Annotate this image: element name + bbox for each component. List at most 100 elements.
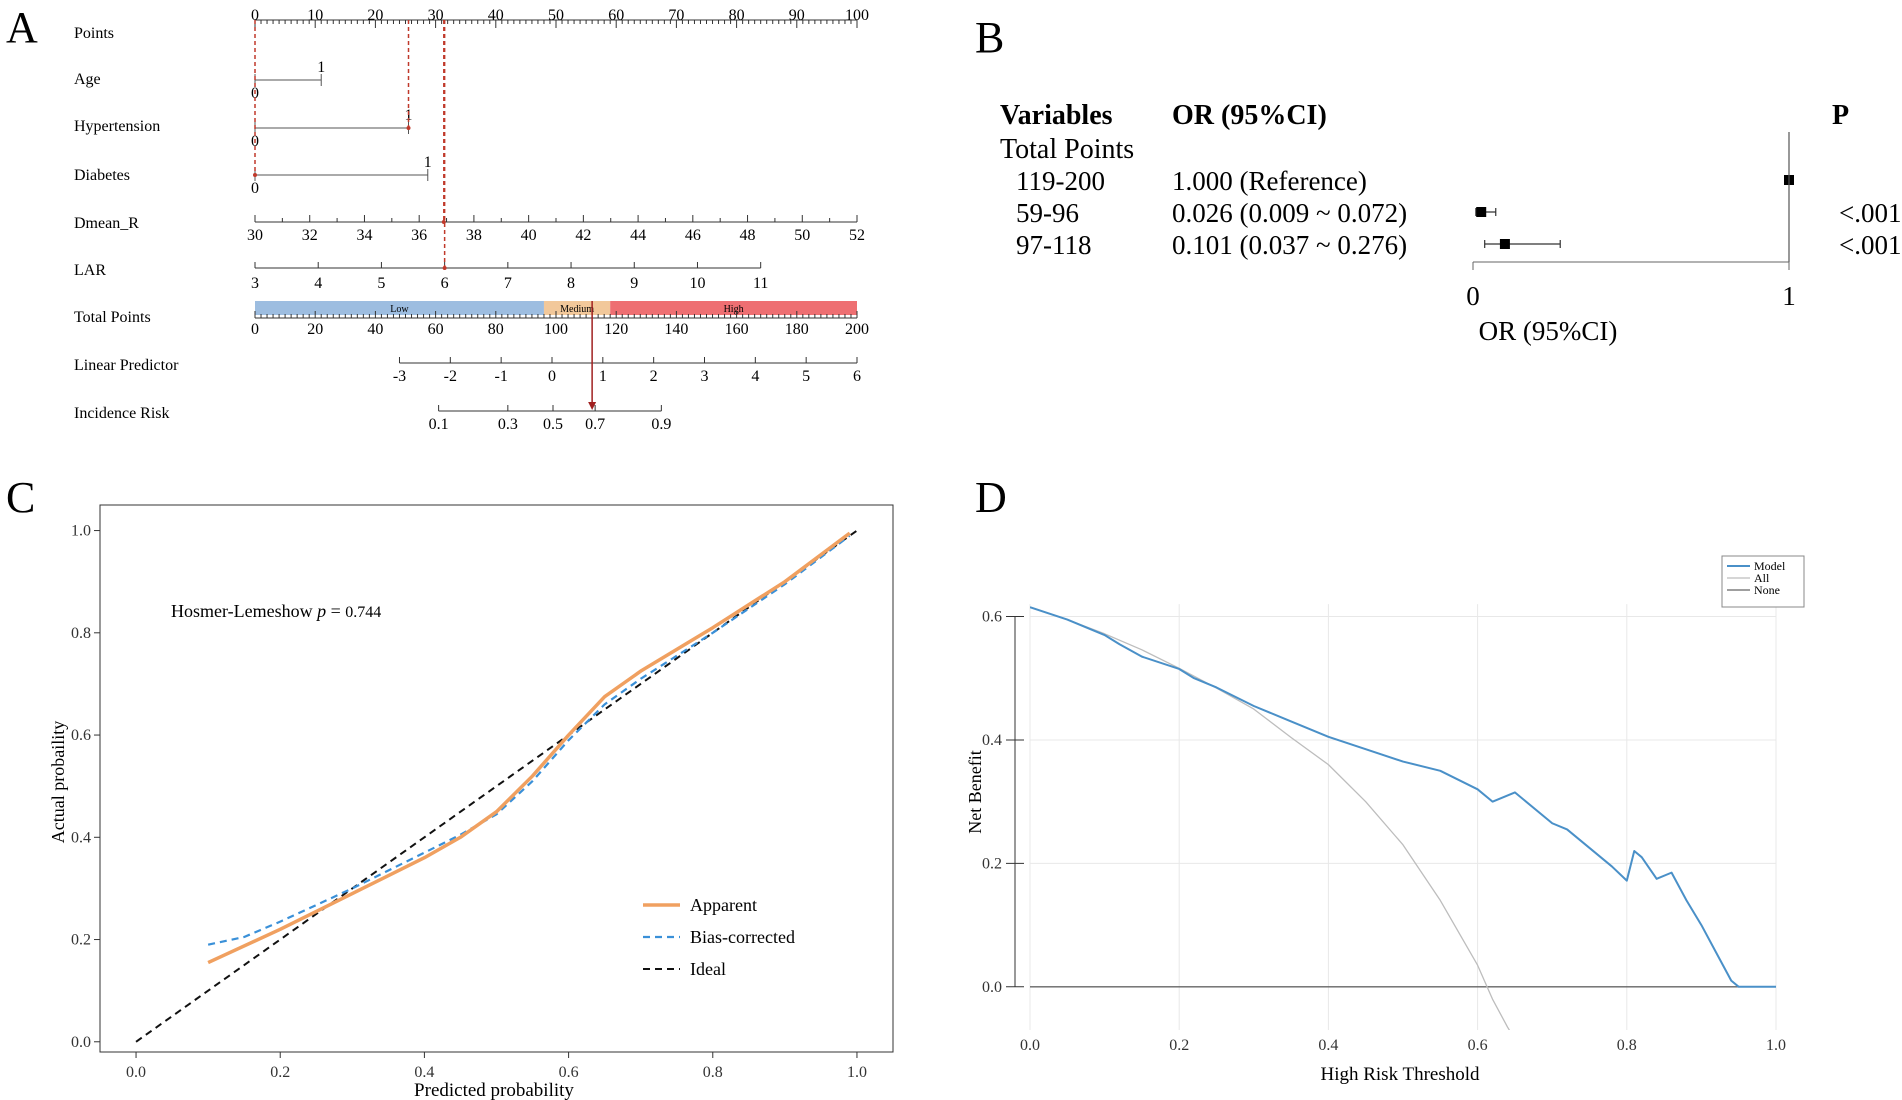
lp-tick-label: 4: [751, 368, 759, 385]
forest-row-or-text: 0.101 (0.037 ~ 0.276): [1172, 230, 1407, 260]
lar-tick-label: 3: [251, 275, 259, 292]
hl-prefix: Hosmer-Lemeshow: [171, 601, 317, 621]
dca-series-all: [1030, 606, 1511, 1030]
dmean-tick-label: 52: [849, 227, 865, 244]
calibration-legend-label: Ideal: [690, 959, 726, 979]
points-tick-label: 90: [789, 7, 805, 24]
binary-label-0: 0: [251, 180, 259, 197]
forest-row-or-text: 0.026 (0.009 ~ 0.072): [1172, 198, 1407, 228]
calibration-series-ideal: [135, 529, 858, 1043]
points-tick-label: 60: [608, 7, 624, 24]
dmean-tick-label: 44: [630, 227, 646, 244]
dca-x-tick-label: 0.4: [1318, 1037, 1338, 1054]
calibration-y-tick-label: 0.8: [71, 625, 91, 642]
lar-tick-label: 7: [504, 275, 512, 292]
lp-tick-label: 1: [599, 368, 607, 385]
calibration-legend-label: Apparent: [690, 895, 757, 915]
panel-label-c: C: [6, 473, 35, 522]
lar-tick-label: 11: [753, 275, 768, 292]
dca-y-tick-label: 0.2: [982, 855, 1002, 872]
forest-row-p: <.001: [1839, 198, 1901, 228]
forest-row-label: 97-118: [1016, 230, 1092, 260]
dca-x-tick-label: 0.6: [1468, 1037, 1488, 1054]
forest-x-tick-label: 1: [1782, 281, 1796, 311]
lp-tick-label: -3: [393, 368, 406, 385]
points-tick-label: 50: [548, 7, 564, 24]
hosmer-lemeshow-annotation: Hosmer-Lemeshow p = 0.744: [171, 601, 381, 621]
dmean-tick-label: 42: [575, 227, 591, 244]
dca-x-tick-label: 0.8: [1617, 1037, 1637, 1054]
nomogram-label-6: Total Points: [74, 309, 151, 326]
risk-band-low: [255, 301, 544, 315]
binary-label-1: 1: [405, 107, 413, 124]
example-guide-point: [406, 126, 411, 130]
calibration-x-tick-label: 1.0: [847, 1064, 867, 1081]
lp-tick-label: 2: [650, 368, 658, 385]
dmean-tick-label: 50: [794, 227, 810, 244]
lp-tick-label: -2: [444, 368, 457, 385]
nomogram-label-3: Diabetes: [74, 167, 130, 184]
risk-tick-label: 0.7: [585, 416, 605, 433]
dmean-tick-label: 30: [247, 227, 263, 244]
total-points-tick-label: 80: [488, 321, 504, 338]
lp-tick-label: 5: [802, 368, 810, 385]
lar-tick-label: 8: [567, 275, 575, 292]
nomogram-label-4: Dmean_R: [74, 215, 139, 232]
hl-p-symbol: p: [315, 601, 326, 621]
dca-x-tick-label: 0.2: [1169, 1037, 1189, 1054]
calibration-x-tick-label: 0.0: [126, 1064, 146, 1081]
forest-header-p: P: [1832, 100, 1849, 131]
lar-tick-label: 5: [377, 275, 385, 292]
risk-band-label: Low: [390, 304, 409, 315]
dca-x-tick-label: 0.0: [1020, 1037, 1040, 1054]
points-tick-label: 100: [845, 7, 869, 24]
forest-plot: Variables OR (95%CI) P Total Points OR (…: [1000, 100, 1901, 346]
hl-value: 0.744: [345, 604, 381, 621]
calibration-y-tick-label: 0.6: [71, 727, 91, 744]
panel-label-a: A: [6, 3, 38, 52]
lp-tick-label: 3: [700, 368, 708, 385]
dmean-tick-label: 38: [466, 227, 482, 244]
hl-equals: =: [326, 601, 345, 621]
lar-tick-label: 4: [314, 275, 322, 292]
risk-tick-label: 0.3: [498, 416, 518, 433]
lar-tick-label: 9: [630, 275, 638, 292]
calibration-frame: [99, 504, 894, 1053]
risk-tick-label: 0.9: [651, 416, 671, 433]
total-points-tick-label: 200: [845, 321, 869, 338]
calibration-x-tick-label: 0.4: [414, 1064, 434, 1081]
total-points-tick-label: 180: [785, 321, 809, 338]
lp-tick-label: 6: [853, 368, 861, 385]
dca-legend-label: Model: [1754, 559, 1786, 573]
lp-tick-label: 0: [548, 368, 556, 385]
forest-x-axis-label: OR (95%CI): [1479, 316, 1618, 346]
points-tick-label: 10: [307, 7, 323, 24]
points-tick-label: 30: [428, 7, 444, 24]
forest-header-or: OR (95%CI): [1172, 100, 1327, 131]
dmean-tick-label: 46: [685, 227, 701, 244]
calibration-x-tick-label: 0.2: [270, 1064, 290, 1081]
dca-y-tick-label: 0.0: [982, 979, 1002, 996]
dmean-tick-label: 48: [740, 227, 756, 244]
dca-y-tick-label: 0.6: [982, 609, 1002, 626]
dmean-tick-label: 32: [302, 227, 318, 244]
total-points-tick-label: 40: [367, 321, 383, 338]
risk-tick-label: 0.1: [429, 416, 449, 433]
forest-group-label: Total Points: [1000, 134, 1134, 165]
example-guide-point: [442, 266, 447, 270]
calibration-legend-label: Bias-corrected: [690, 927, 795, 947]
dca-y-axis-label: Net Benefit: [965, 750, 985, 833]
forest-point: [1476, 207, 1487, 217]
risk-band-medium: [543, 301, 611, 315]
calibration-y-tick-label: 0.4: [71, 829, 91, 846]
risk-band-high: [610, 301, 857, 315]
total-points-tick-label: 140: [664, 321, 688, 338]
forest-row-or-text: 1.000 (Reference): [1172, 166, 1367, 196]
nomogram-label-7: Linear Predictor: [74, 357, 179, 374]
dmean-tick-label: 34: [356, 227, 372, 244]
total-points-tick-label: 60: [428, 321, 444, 338]
binary-label-1: 1: [424, 154, 432, 171]
forest-point: [1499, 239, 1510, 249]
nomogram-label-5: LAR: [74, 262, 106, 279]
